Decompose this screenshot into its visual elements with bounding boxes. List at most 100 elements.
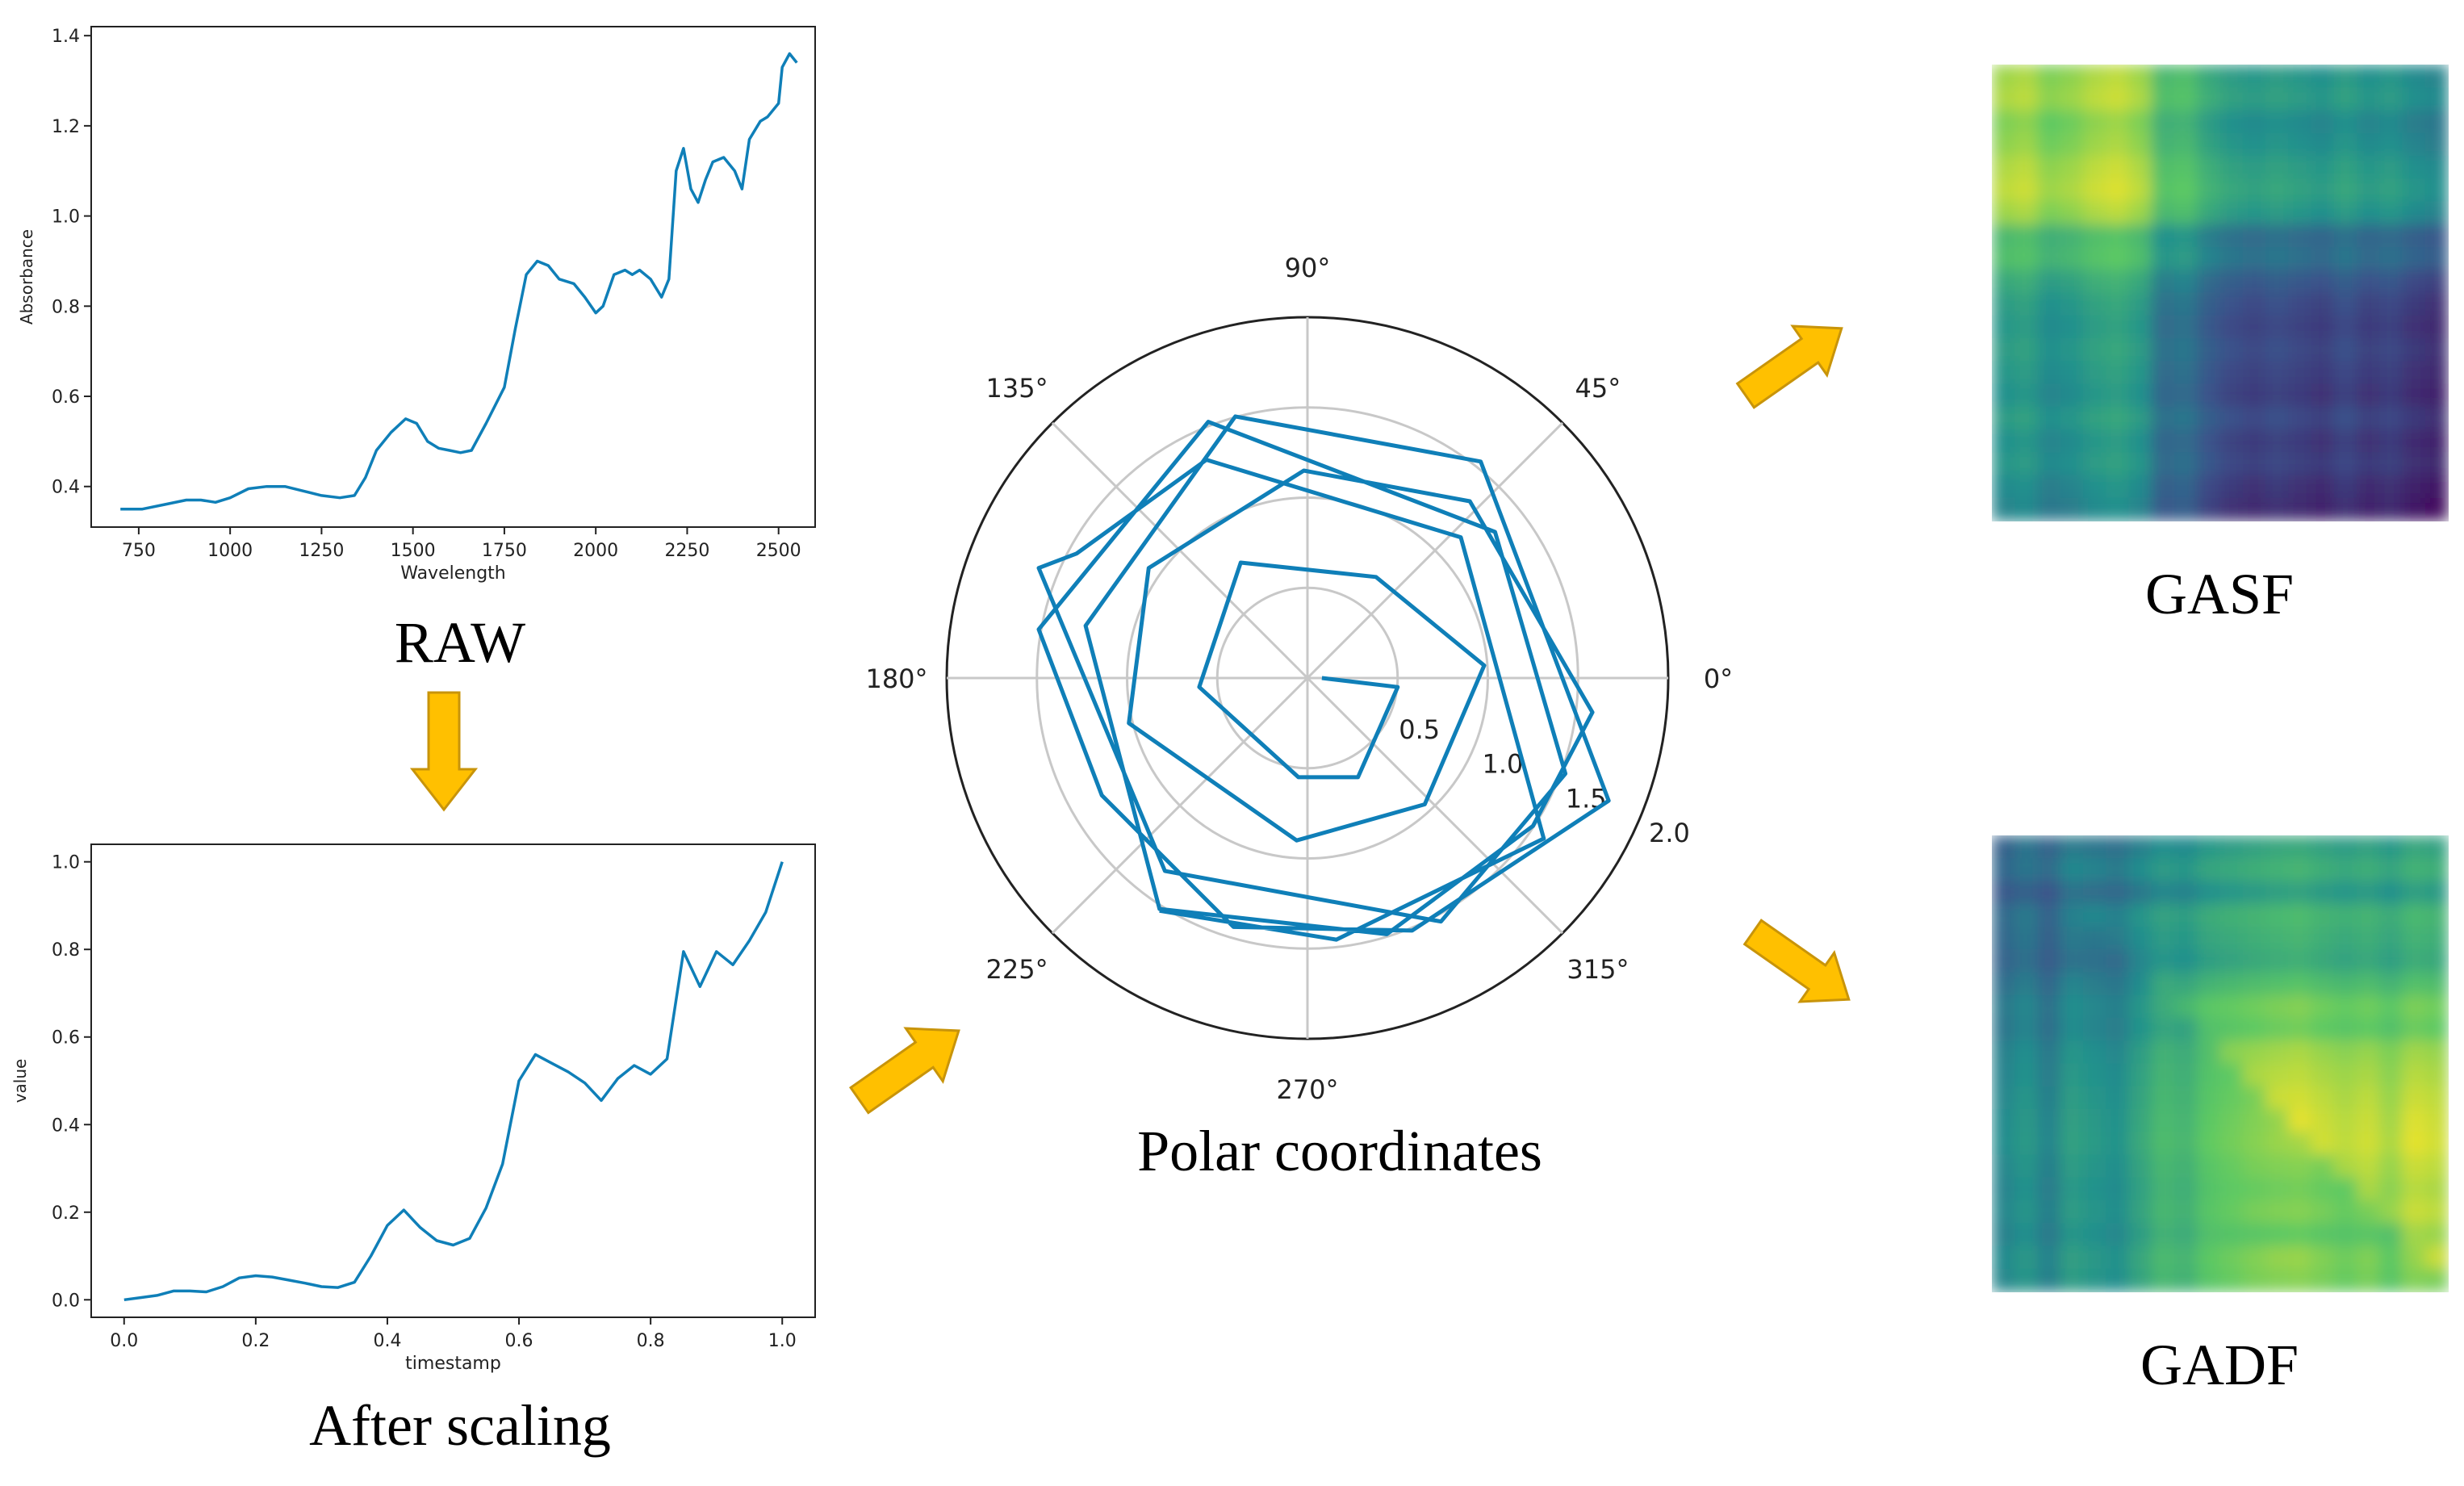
heatmap-cell — [2014, 994, 2039, 1019]
heatmap-cell — [2128, 201, 2152, 225]
heatmap-cell — [2174, 201, 2198, 225]
heatmap-cell — [2106, 110, 2130, 134]
heatmap-cell — [2265, 881, 2290, 905]
gasf-caption: GASF — [2144, 562, 2295, 626]
heatmap-cell — [2128, 1109, 2152, 1133]
y-tick-label: 0.8 — [52, 297, 80, 317]
heatmap-cell — [2242, 1040, 2266, 1065]
heatmap-cell — [2037, 1063, 2061, 1087]
heatmap-cell — [2311, 994, 2335, 1019]
heatmap-cell — [2106, 497, 2130, 521]
heatmap-cell — [2357, 858, 2381, 882]
heatmap-cell — [2357, 1223, 2381, 1247]
heatmap-cell — [2265, 1177, 2290, 1201]
heatmap-cell — [2424, 881, 2449, 905]
heatmap-cell — [2014, 383, 2039, 408]
heatmap-cell — [2060, 132, 2084, 157]
heatmap-cell — [2357, 65, 2381, 89]
heatmap-cell — [1992, 315, 2016, 339]
heatmap-cell — [2379, 452, 2403, 476]
heatmap-cell — [2174, 927, 2198, 951]
x-axis-label: timestamp — [405, 1354, 501, 1374]
heatmap-cell — [1992, 110, 2016, 134]
heatmap-cell — [2333, 1154, 2357, 1178]
heatmap-cell — [2151, 1086, 2175, 1110]
heatmap-cell — [2014, 338, 2039, 362]
heatmap-cell — [2379, 927, 2403, 951]
heatmap-cell — [2242, 87, 2266, 111]
heatmap-cell — [2242, 383, 2266, 408]
heatmap-cell — [2265, 949, 2290, 973]
heatmap-cell — [1992, 475, 2016, 499]
heatmap-cell — [2083, 361, 2107, 385]
heatmap-cell — [2424, 87, 2449, 111]
heatmap-cell — [2379, 178, 2403, 203]
heatmap-cell — [2265, 497, 2290, 521]
heatmap-cell — [2174, 383, 2198, 408]
heatmap-cell — [2357, 475, 2381, 499]
heatmap-cell — [2333, 903, 2357, 927]
heatmap-cell — [2424, 1245, 2449, 1270]
heatmap-cell — [2424, 1200, 2449, 1224]
heatmap-cell — [2288, 452, 2312, 476]
heatmap-cell — [2106, 475, 2130, 499]
heatmap-cell — [2174, 65, 2198, 89]
heatmap-cell — [2197, 361, 2221, 385]
heatmap-cell — [2242, 1063, 2266, 1087]
heatmap-cell — [2174, 1132, 2198, 1156]
heatmap-cell — [2379, 949, 2403, 973]
x-tick-label: 2500 — [756, 541, 801, 561]
heatmap-cell — [2424, 1086, 2449, 1110]
heatmap-cell — [2333, 361, 2357, 385]
heatmap-cell — [2128, 1245, 2152, 1270]
heatmap-cell — [2242, 1268, 2266, 1292]
heatmap-cell — [2197, 110, 2221, 134]
heatmap-cell — [2333, 1223, 2357, 1247]
heatmap-cell — [2060, 65, 2084, 89]
heatmap-cell — [2060, 858, 2084, 882]
heatmap-cell — [2128, 270, 2152, 294]
heatmap-cell — [2219, 972, 2244, 996]
heatmap-cell — [2288, 201, 2312, 225]
heatmap-cell — [2357, 315, 2381, 339]
heatmap-cell — [2402, 949, 2426, 973]
heatmap-cell — [2037, 927, 2061, 951]
raw-spectrum-chart: 750 1000 1250 1500 1750 2000 2250 2500 0.4 0.6 0.8… — [17, 26, 816, 584]
heatmap-cell — [2242, 292, 2266, 316]
heatmap-cell — [2197, 315, 2221, 339]
x-tick-label: 1750 — [482, 541, 527, 561]
heatmap-cell — [2265, 972, 2290, 996]
heatmap-cell — [2014, 1086, 2039, 1110]
heatmap-cell — [2311, 927, 2335, 951]
heatmap-cell — [2357, 1063, 2381, 1087]
heatmap-cell — [2424, 1018, 2449, 1042]
heatmap-cell — [2333, 270, 2357, 294]
heatmap-cell — [2288, 1040, 2312, 1065]
heatmap-cell — [2174, 1063, 2198, 1087]
heatmap-cell — [2379, 1132, 2403, 1156]
heatmap-cell — [2037, 1154, 2061, 1178]
heatmap-cell — [2311, 1200, 2335, 1224]
heatmap-cell — [2060, 406, 2084, 430]
gadf-image — [1992, 835, 2449, 1292]
heatmap-cell — [1992, 406, 2016, 430]
heatmap-cell — [2265, 994, 2290, 1019]
heatmap-cell — [2379, 87, 2403, 111]
heatmap-cell — [2060, 1132, 2084, 1156]
heatmap-cell — [2219, 383, 2244, 408]
heatmap-cell — [2083, 132, 2107, 157]
heatmap-cell — [2357, 903, 2381, 927]
heatmap-cell — [2265, 156, 2290, 180]
heatmap-cell — [2151, 1063, 2175, 1087]
heatmap-cell — [2219, 881, 2244, 905]
heatmap-cell — [2014, 178, 2039, 203]
heatmap-cell — [2242, 927, 2266, 951]
heatmap-cell — [2311, 475, 2335, 499]
heatmap-cell — [2197, 429, 2221, 454]
heatmap-cell — [2333, 247, 2357, 271]
heatmap-cell — [2311, 1109, 2335, 1133]
heatmap-cell — [2311, 156, 2335, 180]
heatmap-cell — [2288, 315, 2312, 339]
heatmap-cell — [2151, 338, 2175, 362]
